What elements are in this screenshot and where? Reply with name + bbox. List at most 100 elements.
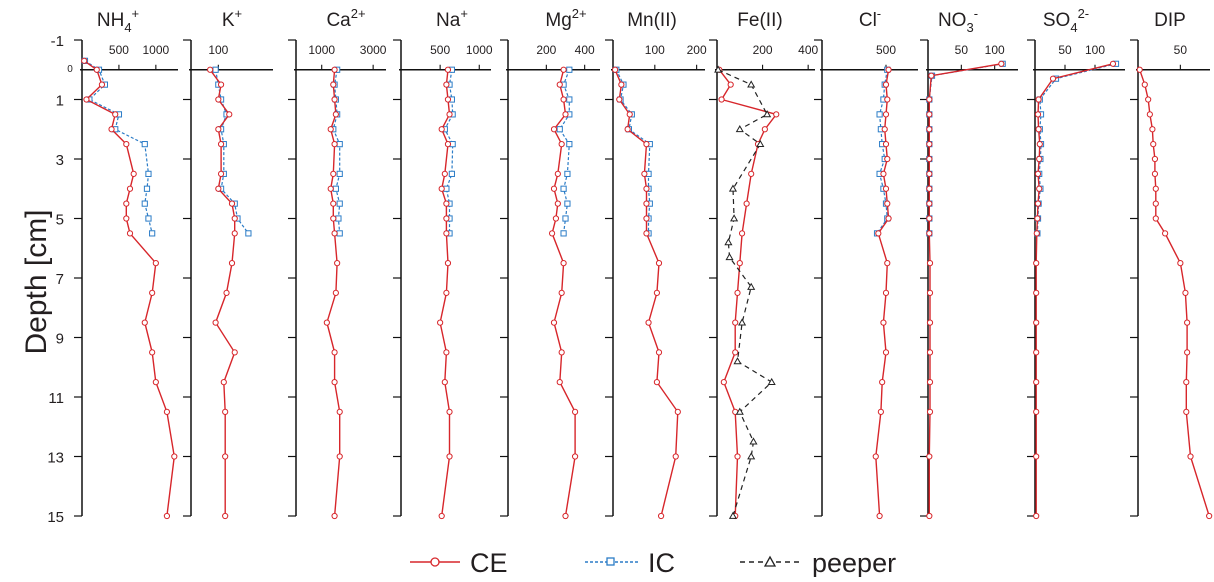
data-point-ce bbox=[130, 170, 137, 177]
data-point-ce bbox=[926, 379, 934, 386]
data-point-ce bbox=[872, 453, 879, 460]
data-point-ce bbox=[331, 66, 338, 73]
data-point-ce bbox=[163, 408, 171, 415]
x-tick-label: 200 bbox=[536, 43, 556, 57]
data-point-ce bbox=[217, 170, 225, 177]
data-point-ce bbox=[732, 349, 739, 356]
data-point-ce bbox=[149, 349, 156, 356]
data-point-ce bbox=[331, 141, 338, 148]
data-point-ce bbox=[334, 260, 341, 267]
data-point-ce bbox=[875, 230, 882, 237]
legend-peeper-label: peeper bbox=[812, 548, 896, 577]
data-point-ce bbox=[207, 66, 214, 73]
data-point-ce bbox=[1184, 349, 1191, 356]
data-point-ce bbox=[881, 126, 888, 133]
data-point-ce bbox=[926, 126, 933, 133]
panel-title-subscript: 4 bbox=[1070, 20, 1077, 35]
data-point-ce bbox=[126, 185, 134, 192]
data-point-ic bbox=[335, 215, 342, 222]
data-point-ic bbox=[141, 141, 148, 148]
data-point-ce bbox=[571, 453, 579, 460]
series-line-ce bbox=[209, 69, 236, 516]
data-point-ce bbox=[330, 200, 337, 207]
panel-title-superscript: - bbox=[877, 6, 881, 21]
data-point-ce bbox=[1036, 141, 1043, 148]
data-point-ic bbox=[212, 66, 219, 73]
data-point-ic bbox=[560, 230, 567, 237]
data-point-ce bbox=[1152, 185, 1159, 192]
data-point-ce bbox=[330, 215, 337, 222]
series-line-ic bbox=[1036, 63, 1117, 234]
data-point-ce bbox=[1033, 379, 1040, 386]
data-point-ce bbox=[1033, 512, 1040, 520]
data-point-ce bbox=[108, 126, 115, 133]
data-point-ic bbox=[566, 66, 573, 73]
series-line-ic bbox=[928, 63, 1003, 234]
data-point-ce bbox=[336, 408, 343, 415]
data-point-ce bbox=[926, 96, 933, 103]
data-point-ce bbox=[123, 215, 130, 222]
data-point-ce bbox=[222, 408, 229, 415]
panel-title: SO42- bbox=[1043, 6, 1089, 35]
series-line-ic bbox=[615, 69, 651, 234]
data-point-ic bbox=[145, 170, 152, 177]
data-point-ce bbox=[1033, 408, 1040, 415]
data-point-ce bbox=[734, 453, 741, 460]
data-point-ce bbox=[1206, 512, 1213, 520]
y-tick-label: 5 bbox=[56, 212, 64, 229]
data-point-ce bbox=[231, 349, 238, 356]
data-point-ic bbox=[141, 200, 148, 207]
data-point-ce bbox=[1149, 126, 1156, 133]
data-point-ce bbox=[1033, 230, 1040, 237]
panel-title: NH4+ bbox=[97, 6, 139, 35]
data-point-ce bbox=[1183, 408, 1190, 415]
data-point-ce bbox=[1034, 200, 1042, 207]
y-tick-label: 11 bbox=[48, 390, 64, 407]
data-point-ce bbox=[327, 185, 334, 192]
data-point-ce bbox=[672, 453, 679, 460]
data-point-ce bbox=[222, 453, 229, 460]
data-point-ce bbox=[882, 111, 890, 118]
series-line-ic bbox=[876, 69, 888, 234]
x-tick-label: 400 bbox=[575, 43, 595, 57]
data-point-ce bbox=[1033, 260, 1040, 267]
data-point-ce bbox=[738, 230, 746, 237]
panel-title-main: SO bbox=[1043, 10, 1070, 31]
data-point-ce bbox=[446, 408, 453, 415]
data-point-ce bbox=[331, 379, 338, 386]
panel-3: Na+500 1000 bbox=[393, 6, 493, 520]
data-point-ce bbox=[926, 111, 933, 118]
data-point-ce bbox=[1136, 66, 1143, 73]
data-point-ce bbox=[877, 408, 884, 415]
data-point-ce bbox=[653, 379, 661, 386]
data-point-ce bbox=[885, 66, 892, 73]
panel-title-main: NO bbox=[938, 10, 967, 31]
data-point-ce bbox=[215, 185, 222, 192]
data-point-ce bbox=[1034, 215, 1041, 222]
data-point-ce bbox=[323, 319, 330, 326]
panel-5: Mn(II) 100 200 bbox=[605, 10, 707, 520]
x-tick-label: 3000 bbox=[360, 43, 387, 57]
data-point-ce bbox=[882, 349, 890, 356]
panel-title-superscript: + bbox=[132, 6, 140, 21]
x-tick-label: 1000 bbox=[308, 43, 335, 57]
panel-title-superscript: - bbox=[974, 6, 978, 21]
panel-title-main: Cl bbox=[859, 10, 877, 31]
y-tick-label: 7 bbox=[56, 271, 64, 288]
data-point-ce bbox=[884, 96, 891, 103]
data-point-ce bbox=[734, 289, 741, 296]
panel-title: DIP bbox=[1154, 10, 1186, 31]
data-point-ce bbox=[438, 512, 445, 520]
data-point-ce bbox=[217, 81, 225, 88]
data-point-ce bbox=[928, 72, 935, 79]
data-point-ce bbox=[560, 66, 567, 73]
data-point-ce bbox=[645, 319, 652, 326]
data-point-ce bbox=[1036, 155, 1043, 163]
legend-ce-marker bbox=[430, 557, 440, 567]
data-point-ce bbox=[83, 96, 90, 103]
data-point-ce bbox=[926, 230, 933, 237]
panel-title: Mg2+ bbox=[545, 6, 586, 31]
data-point-ce bbox=[550, 185, 558, 192]
data-point-ce bbox=[926, 319, 934, 326]
